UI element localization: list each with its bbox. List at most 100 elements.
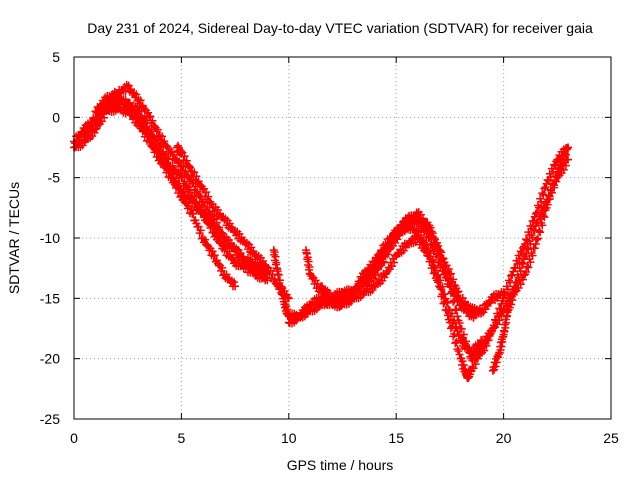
data-point-sample [153, 125, 162, 134]
data-point-sample [192, 172, 201, 181]
data-point-sample [160, 137, 169, 146]
data-point-sample [210, 251, 219, 260]
data-point-sample [85, 122, 94, 131]
data-point-sample [172, 174, 181, 183]
y-tick-label: -15 [40, 290, 60, 306]
data-point-sample [446, 324, 455, 333]
y-tick-label: 0 [52, 109, 60, 125]
data-point-sample [453, 312, 462, 321]
data-point-sample [205, 215, 214, 224]
data-point-sample [190, 168, 199, 177]
data-point-sample [516, 267, 525, 276]
data-point-sample [379, 258, 388, 267]
data-point-sample [271, 252, 280, 261]
data-point-sample [496, 346, 505, 355]
data-point-sample [148, 116, 157, 125]
data-point-sample [182, 156, 191, 165]
x-tick-label: 0 [70, 430, 78, 446]
series-track-6 [269, 246, 358, 324]
series-track-7 [284, 232, 422, 328]
data-point-sample [459, 360, 468, 369]
data-point-sample [530, 244, 539, 253]
data-point-sample [475, 348, 484, 357]
x-tick-label: 15 [388, 430, 404, 446]
data-point-sample [473, 354, 482, 363]
data-point-sample [532, 208, 541, 217]
data-point-sample [450, 296, 459, 305]
data-point-sample [536, 228, 545, 237]
data-point-sample [434, 278, 443, 287]
data-point-sample [202, 188, 211, 197]
y-tick-label: -5 [48, 170, 61, 186]
data-point-sample [507, 300, 516, 309]
data-point-sample [532, 235, 541, 244]
data-point [209, 252, 218, 261]
data-point-sample [303, 253, 312, 262]
data-point-sample [304, 257, 313, 266]
data-point-sample [530, 226, 539, 235]
data-point-sample [372, 256, 381, 265]
data-point-sample [449, 275, 458, 284]
data-point-sample [270, 248, 279, 257]
data-point-sample [522, 268, 531, 277]
data-point-sample [516, 280, 525, 289]
data-point [564, 143, 573, 152]
data-point-sample [559, 165, 568, 174]
data-point-sample [502, 318, 511, 327]
data-point-sample [464, 344, 473, 353]
data-point [435, 282, 444, 291]
data-point-sample [540, 213, 549, 222]
axis-ticks [73, 56, 612, 420]
data-point [435, 246, 444, 255]
data-point-sample [426, 223, 435, 232]
data-point-sample [446, 289, 455, 298]
data-point-sample [459, 330, 468, 339]
data-point-sample [462, 337, 471, 346]
data-point-sample [430, 268, 439, 277]
x-tick-label: 5 [178, 430, 186, 446]
data-point-sample [153, 145, 162, 154]
data-point-sample [270, 275, 279, 284]
data-point-sample [483, 336, 492, 345]
y-tick-label: 5 [52, 49, 60, 65]
data-point-sample [554, 164, 563, 173]
data-point-sample [448, 287, 457, 296]
data-point-sample [517, 258, 526, 267]
data-point-sample [212, 256, 221, 265]
tick-labels: 0 5 10 15 20 25 -25 -20 -15 -10 -5 0 5 [40, 49, 619, 446]
series-track-13 [413, 155, 573, 383]
data-point-sample [434, 241, 443, 250]
data-point-sample [535, 226, 544, 235]
data-point-sample [469, 364, 478, 373]
data-point-sample [371, 270, 380, 279]
data-point-sample [136, 113, 145, 122]
x-tick-label: 10 [281, 430, 297, 446]
data-point-sample [455, 350, 464, 359]
data-point-sample [275, 276, 284, 285]
data-point-sample [518, 275, 527, 284]
x-tick-label: 20 [496, 430, 512, 446]
data-point-sample [443, 274, 452, 283]
data-point-sample [440, 262, 449, 271]
data-point-sample [507, 271, 516, 280]
data-point-sample [526, 258, 535, 267]
data-point-sample [132, 90, 141, 99]
data-point-sample [440, 297, 449, 306]
data-point-sample [451, 305, 460, 314]
data-point-sample [454, 347, 463, 356]
data-point-sample [518, 259, 527, 268]
data-point-sample [491, 362, 500, 371]
data-point-sample [501, 323, 510, 332]
data-point-sample [436, 246, 445, 255]
data-point [445, 282, 454, 291]
data-point-sample [533, 234, 542, 243]
y-tick-label: -10 [40, 230, 60, 246]
data-point-sample [390, 258, 399, 267]
data-point-sample [428, 229, 437, 238]
chart-title: Day 231 of 2024, Sidereal Day-to-day VTE… [87, 20, 593, 36]
data-point-sample [442, 306, 451, 315]
data-point-sample [148, 133, 157, 142]
data-point-sample [455, 318, 464, 327]
data-point-sample [426, 255, 435, 264]
